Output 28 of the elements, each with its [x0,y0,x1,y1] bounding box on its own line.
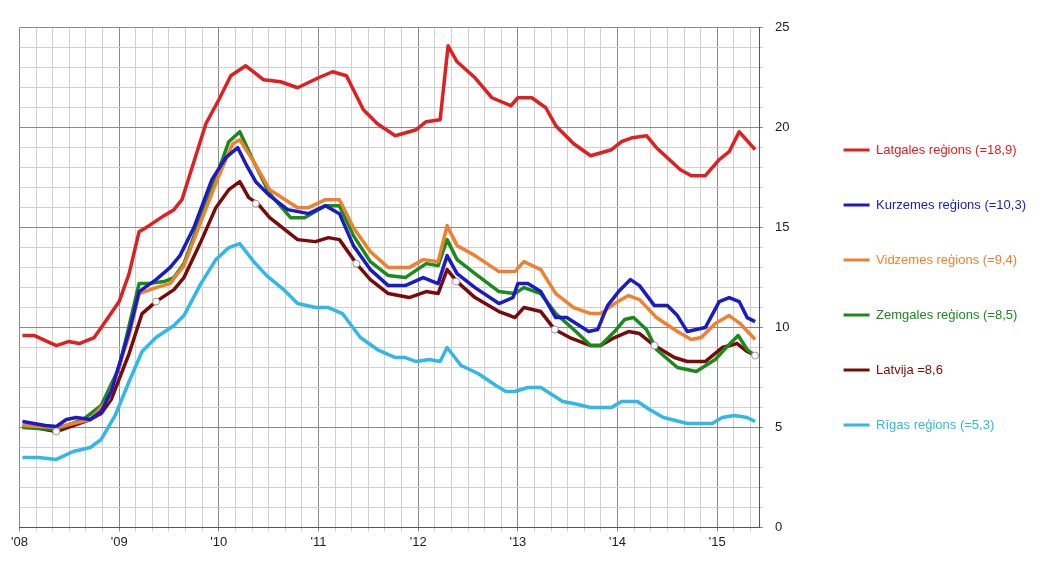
legend-label: Latvija =8,6 [876,361,943,377]
y-tick-label: 10 [775,319,790,335]
legend-label: Zemgales reģions (=8,5) [876,306,1018,322]
y-tick-label: 20 [775,119,790,135]
y-tick-label: 5 [775,419,783,435]
y-tick-label: 15 [775,219,790,235]
legend-label: Kurzemes reģions (=10,3) [876,196,1027,212]
point [550,325,559,334]
x-tick-label: '11 [310,533,327,549]
legend-label: Rīgas reģions (=5,3) [876,416,995,432]
y-tick-label: 25 [775,19,790,35]
x-tick-label: '08 [10,533,28,549]
x-tick-label: '12 [409,533,427,549]
x-tick-label: '10 [210,533,228,549]
legend-label: Vidzemes reģions (=9,4) [876,251,1018,267]
x-tick-label: '15 [708,533,726,549]
x-tick-label: '14 [609,533,627,549]
x-tick-label: '13 [509,533,527,549]
legend-label: Latgales reģions (=18,9) [876,141,1017,157]
point [352,259,361,268]
y-tick-label: 0 [775,518,783,534]
point [751,351,760,360]
x-tick-label: '09 [110,533,128,549]
point [452,277,461,286]
point [52,427,61,436]
point [251,199,260,208]
point [152,297,161,306]
point [650,341,659,350]
